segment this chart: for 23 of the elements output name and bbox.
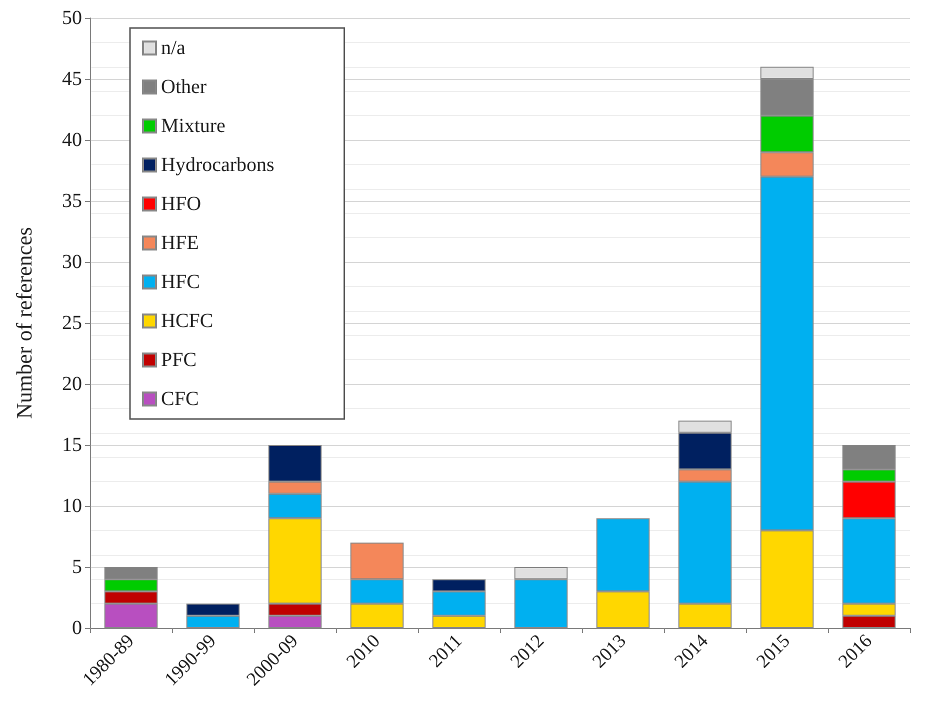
y-tick-label: 5 xyxy=(72,556,82,578)
legend-label: PFC xyxy=(161,349,197,371)
legend-label: CFC xyxy=(161,388,199,410)
y-tick-label: 35 xyxy=(62,190,82,212)
y-tick-label: 40 xyxy=(62,129,82,151)
legend-label: Other xyxy=(161,76,207,98)
legend-label: HFE xyxy=(161,232,199,254)
y-tick-label: 25 xyxy=(62,312,82,334)
legend-label: HCFC xyxy=(161,310,214,332)
legend-label: Hydrocarbons xyxy=(161,154,275,176)
y-tick-label: 30 xyxy=(62,251,82,273)
legend-label: Mixture xyxy=(161,115,226,137)
x-tick-label: 2011 xyxy=(425,630,466,672)
y-tick-label: 0 xyxy=(72,617,82,639)
y-tick-label: 50 xyxy=(62,7,82,29)
legend-label: HFC xyxy=(161,271,200,293)
y-tick-label: 15 xyxy=(62,434,82,456)
y-tick-label: 20 xyxy=(62,373,82,395)
legend-label: n/a xyxy=(161,37,186,59)
y-tick-label: 10 xyxy=(62,495,82,517)
y-axis-title: Number of references xyxy=(12,227,36,419)
legend-label: HFO xyxy=(161,193,202,215)
y-tick-label: 45 xyxy=(62,68,82,90)
